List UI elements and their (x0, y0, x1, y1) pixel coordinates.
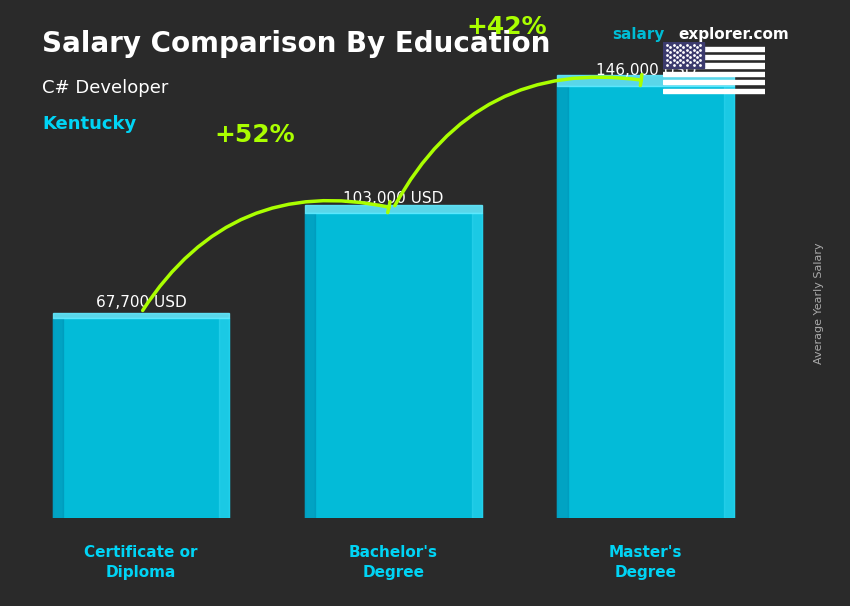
Text: C# Developer: C# Developer (42, 79, 169, 97)
Text: 103,000 USD: 103,000 USD (343, 191, 444, 205)
Text: Master's
Degree: Master's Degree (609, 545, 683, 580)
Bar (663, 55, 765, 59)
Bar (53, 318, 63, 518)
Text: salary: salary (612, 27, 665, 42)
Text: 67,700 USD: 67,700 USD (96, 295, 186, 310)
Text: Certificate or
Diploma: Certificate or Diploma (84, 545, 198, 580)
Bar (305, 205, 482, 213)
Text: 146,000 USD: 146,000 USD (596, 63, 696, 78)
Bar (558, 85, 568, 518)
Text: Bachelor's
Degree: Bachelor's Degree (349, 545, 438, 580)
Text: +52%: +52% (214, 123, 295, 147)
Text: explorer.com: explorer.com (678, 27, 789, 42)
Bar (663, 80, 765, 84)
Text: +42%: +42% (467, 15, 547, 39)
Bar (53, 318, 230, 518)
Bar (663, 88, 765, 93)
Bar (724, 85, 734, 518)
Bar (663, 72, 765, 76)
Bar (663, 42, 704, 68)
Text: Average Yearly Salary: Average Yearly Salary (814, 242, 824, 364)
Bar (663, 64, 765, 68)
Bar (305, 213, 482, 518)
Text: Salary Comparison By Education: Salary Comparison By Education (42, 30, 551, 58)
Bar (219, 318, 230, 518)
Bar (472, 213, 482, 518)
Bar (663, 47, 765, 51)
Bar (558, 85, 734, 518)
Bar (558, 75, 734, 85)
Text: Kentucky: Kentucky (42, 115, 137, 133)
Bar (53, 313, 230, 318)
Bar (305, 213, 315, 518)
